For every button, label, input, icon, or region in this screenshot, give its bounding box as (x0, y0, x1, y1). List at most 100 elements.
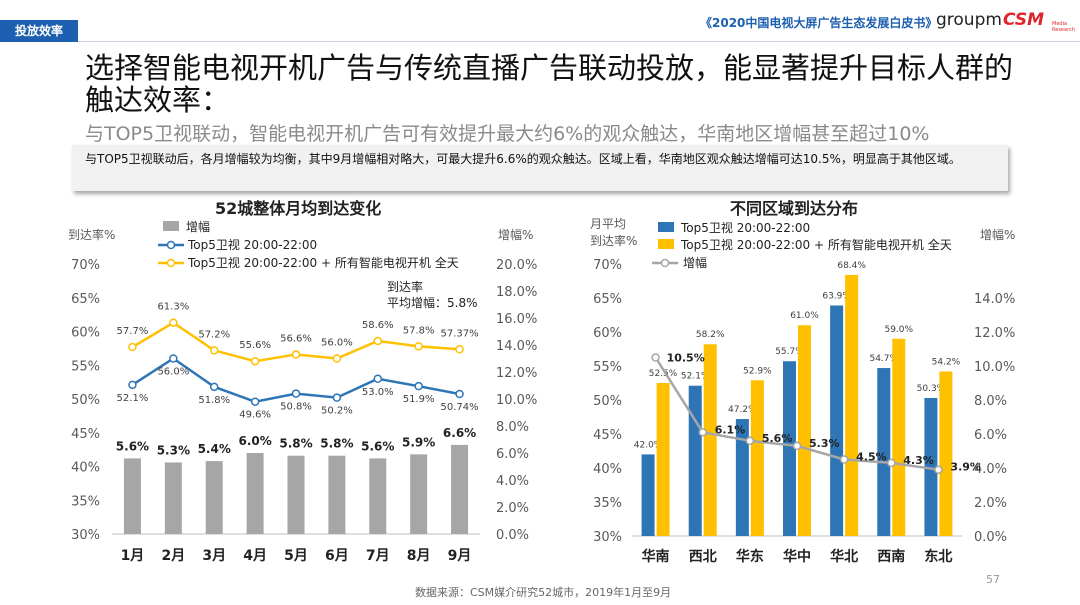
chart2-legend-swatch-bar (658, 222, 674, 232)
chart1-line-point (250, 356, 260, 366)
chart2-ytick-left: 65% (593, 292, 622, 307)
chart2-bar-combined (798, 325, 811, 536)
chart2-line-label: 5.3% (809, 437, 840, 450)
chart1-bar-label: 6.0% (238, 434, 271, 448)
data-source: 数据来源：CSM媒介研究52城市，2019年1月至9月 (415, 586, 672, 599)
chart2-ylabel-left: 到达率% (590, 233, 637, 248)
page-number: 57 (986, 573, 1000, 586)
chart1-bar-label: 5.9% (402, 435, 435, 449)
chart1-bar-label: 5.6% (361, 439, 394, 453)
chart2-bar-top5 (830, 305, 844, 536)
chart1-ytick-left: 45% (71, 427, 100, 442)
groupm-logo: groupm (936, 10, 1002, 30)
chart1-ytick-right: 8.0% (496, 420, 529, 435)
chart1-line-label: 55.6% (239, 340, 271, 351)
chart2-bar-label: 59.0% (884, 325, 913, 335)
chart2-legend-marker (660, 258, 670, 268)
chart1-ytick-right: 10.0% (496, 393, 537, 408)
chart1-legend-label: 增幅 (186, 219, 210, 234)
chart2-line-point (792, 441, 802, 451)
chart2-ytick-left: 35% (593, 496, 622, 511)
chart2-bar-top5 (641, 454, 655, 536)
chart1-ytick-right: 0.0% (496, 528, 529, 543)
chart1-bar-label: 5.8% (320, 437, 353, 451)
chart2-bar-top5 (924, 397, 938, 536)
chart1-line-point (128, 380, 137, 390)
chart1-line-point (332, 354, 342, 363)
chart1-xtick: 7月 (366, 548, 390, 564)
chart1-bar-label: 6.6% (443, 426, 476, 440)
chart1-line-label: 50.2% (321, 406, 353, 417)
chart1-legend-marker (166, 240, 176, 250)
chart2-bar-top5 (735, 419, 749, 536)
chart1-xtick: 2月 (161, 548, 185, 564)
chart2-ytick-right: 2.0% (974, 496, 1007, 511)
chart1-ytick-left: 50% (71, 393, 100, 408)
chart1-bar (246, 453, 264, 534)
chart2-bar-combined (750, 380, 764, 536)
chart2-ylabel-left: 月平均 (590, 217, 626, 231)
chart1-line-label: 56.0% (157, 367, 189, 378)
chart2-legend-label: 增幅 (683, 255, 707, 270)
chart2-bar-label: 54.2% (932, 357, 961, 367)
chart1-ytick-right: 16.0% (496, 312, 537, 327)
chart2-bar-label: 52.9% (743, 366, 772, 376)
chart2-line-label: 5.6% (762, 432, 793, 445)
chart1-bar (410, 454, 428, 534)
chart1-bar-label: 5.4% (198, 442, 231, 456)
chart2-line-label: 4.5% (856, 451, 887, 464)
report-title: 《2020中国电视大屏广告生态发展白皮书》 (700, 16, 938, 30)
chart1-line-label: 56.0% (321, 338, 353, 349)
csm-logo: CSM (1003, 10, 1045, 30)
chart2-line-point (934, 465, 943, 474)
chart1-bar-label: 5.6% (116, 439, 149, 453)
chart1-ylabel-left: 到达率% (68, 227, 115, 242)
chart2-bar-label: 52.5% (649, 369, 678, 379)
chart2-xtick: 华北 (830, 548, 858, 565)
chart1-legend-marker (166, 258, 176, 268)
chart1-line-point (128, 342, 137, 352)
chart1-bar (123, 458, 141, 534)
chart1-ytick-left: 35% (71, 494, 100, 509)
chart2-ytick-right: 6.0% (974, 428, 1007, 443)
chart2-bar-label: 58.2% (696, 330, 725, 340)
chart2-bar-label: 63.9% (822, 291, 851, 301)
chart2-line-point (839, 455, 849, 464)
chart1-line-point (455, 389, 464, 399)
page-title: 选择智能电视开机广告与传统直播广告联动投放，能显著提升目标人群的触达效率： (85, 51, 1014, 117)
section-tag: 投放效率 (0, 20, 78, 42)
chart1-ytick-left: 40% (71, 461, 100, 476)
chart1-title: 52城整体月均到达变化 (215, 199, 382, 218)
chart1-legend-label: Top5卫视 20:00-22:00 (187, 237, 317, 252)
callout-box (72, 145, 1008, 191)
chart1-line-label: 58.6% (362, 320, 394, 331)
chart2-line-label: 4.3% (903, 454, 934, 467)
chart2-ytick-left: 50% (593, 394, 622, 409)
chart2-bar-label: 42.0% (634, 440, 663, 450)
chart2-xtick: 华南 (642, 548, 670, 565)
chart2-ytick-left: 60% (593, 326, 622, 341)
chart1-line-label: 57.2% (198, 329, 230, 340)
chart1-bar-label: 5.8% (279, 437, 312, 451)
chart1-line-label: 51.8% (198, 395, 230, 406)
chart2-bar-label: 55.7% (775, 347, 804, 357)
chart1-ytick-left: 60% (71, 326, 100, 341)
chart2-line-label: 6.1% (715, 423, 746, 436)
chart1-line-point (291, 389, 301, 398)
chart1-line-point (373, 336, 383, 346)
chart2-ytick-right: 10.0% (974, 360, 1015, 375)
chart1-ytick-right: 4.0% (496, 474, 529, 489)
chart1-legend-swatch-bar (163, 221, 179, 231)
chart1-xtick: 1月 (121, 548, 145, 564)
chart2-xtick: 西南 (877, 548, 905, 565)
page-subtitle: 与TOP5卫视联动，智能电视开机广告可有效提升最大约6%的观众触达，华南地区增幅… (85, 123, 930, 145)
chart1-line-label: 52.1% (117, 393, 149, 404)
chart1-bar (164, 462, 182, 534)
chart1-line-label: 51.9% (403, 394, 435, 405)
chart1-line-point (414, 342, 423, 351)
chart1-bar (451, 444, 469, 534)
chart1-xtick: 3月 (202, 548, 226, 564)
header-divider (78, 41, 1080, 42)
chart1-line-label: 57.8% (403, 325, 435, 336)
